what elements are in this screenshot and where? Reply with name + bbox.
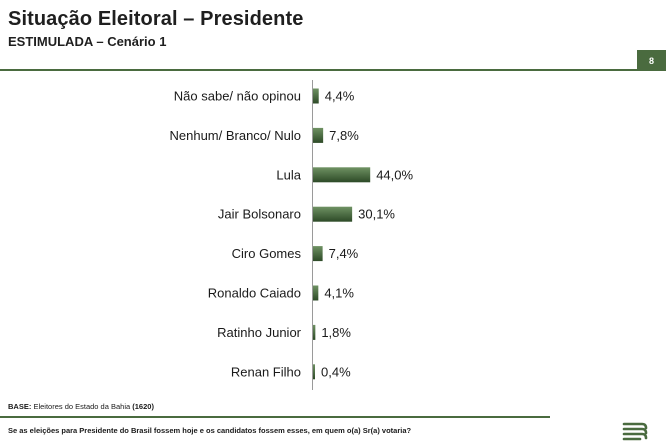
value-label: 4,4% [325, 89, 355, 104]
footer-divider [0, 416, 550, 418]
page-number-badge: 8 [637, 50, 666, 71]
category-label: Ronaldo Caiado [208, 286, 301, 301]
category-label: Jair Bolsonaro [218, 207, 301, 222]
bar [313, 364, 315, 380]
category-label: Não sabe/ não opinou [174, 89, 301, 104]
category-label: Ratinho Junior [217, 325, 301, 340]
stripes-logo-icon [622, 422, 648, 441]
base-label: BASE: [8, 402, 32, 411]
value-label: 7,8% [329, 128, 359, 143]
page-subtitle: ESTIMULADA – Cenário 1 [8, 34, 167, 49]
base-note: BASE: Eleitores do Estado da Bahia (1620… [8, 402, 154, 411]
category-label: Lula [276, 167, 301, 182]
bar [313, 324, 316, 340]
bar [313, 167, 371, 183]
value-label: 44,0% [376, 167, 413, 182]
bar [313, 88, 319, 104]
header-divider [0, 69, 637, 71]
value-label: 1,8% [321, 325, 351, 340]
base-text: Eleitores do Estado da Bahia [33, 402, 131, 411]
logo-stripe [622, 422, 648, 430]
value-label: 0,4% [321, 364, 351, 379]
page-title: Situação Eleitoral – Presidente [8, 8, 304, 30]
survey-question: Se as eleições para Presidente do Brasil… [8, 426, 412, 435]
bar [313, 127, 324, 143]
value-label: 4,1% [324, 286, 354, 301]
category-label: Ciro Gomes [232, 246, 302, 261]
bar [313, 285, 319, 301]
logo-stripe [622, 427, 648, 435]
category-label: Nenhum/ Branco/ Nulo [169, 128, 301, 143]
bar [313, 206, 353, 222]
base-count: (1620) [132, 402, 154, 411]
value-label: 30,1% [358, 207, 395, 222]
logo-stripe [622, 432, 648, 440]
value-label: 7,4% [329, 246, 359, 261]
category-label: Renan Filho [231, 364, 301, 379]
bar [313, 246, 323, 262]
